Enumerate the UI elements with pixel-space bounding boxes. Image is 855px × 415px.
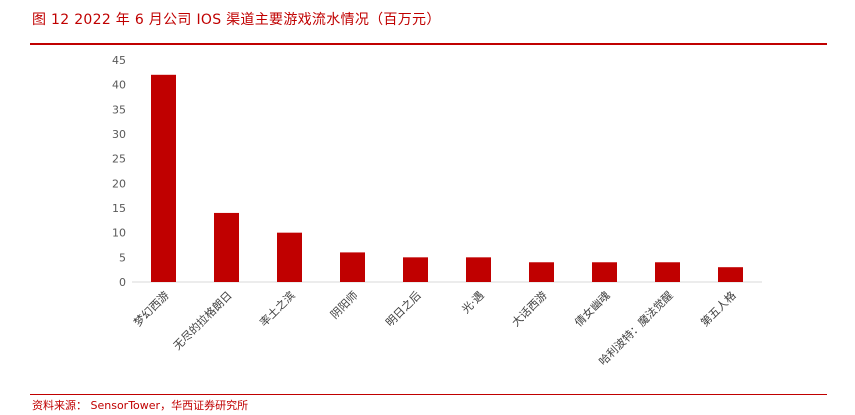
x-tick-label: 光·遇 xyxy=(459,288,487,316)
bars xyxy=(151,74,743,282)
x-tick-label: 阴阳师 xyxy=(328,289,361,322)
bar xyxy=(214,212,239,282)
y-tick-label: 30 xyxy=(112,128,126,141)
x-tick-label: 大话西游 xyxy=(509,288,550,329)
y-tick-label: 10 xyxy=(112,227,126,240)
y-tick-label: 35 xyxy=(112,103,126,116)
bar xyxy=(403,257,428,282)
x-tick-label: 第五人格 xyxy=(698,288,739,329)
footer-divider xyxy=(30,394,827,395)
bar xyxy=(340,252,365,282)
bar xyxy=(466,257,491,282)
x-tick-label: 率土之滨 xyxy=(257,288,298,329)
y-axis-ticks: 0 5 10 15 20 25 30 35 40 45 xyxy=(112,54,126,289)
bar xyxy=(655,262,680,282)
x-tick-label: 倩女幽魂 xyxy=(572,288,613,329)
bar xyxy=(277,232,302,282)
bar-chart: 0 5 10 15 20 25 30 35 40 45 梦幻西游 无尽的拉格朗日 率土之滨 阴阳师 明日之… xyxy=(112,54,762,368)
bar xyxy=(592,262,617,282)
y-tick-label: 0 xyxy=(119,276,126,289)
figure-title: 图 12 2022 年 6 月公司 IOS 渠道主要游戏流水情况（百万元） xyxy=(32,12,441,28)
y-tick-label: 45 xyxy=(112,54,126,67)
y-tick-label: 20 xyxy=(112,177,126,190)
bar xyxy=(718,267,743,282)
x-tick-label: 无尽的拉格朗日 xyxy=(170,288,234,352)
source-note: 资料来源： SensorTower，华西证券研究所 xyxy=(32,399,249,412)
x-axis-ticks: 梦幻西游 无尽的拉格朗日 率土之滨 阴阳师 明日之后 光·遇 大话西游 倩女幽魂哈利波特：魔法… xyxy=(131,288,738,368)
title-divider xyxy=(30,43,827,45)
y-tick-label: 25 xyxy=(112,153,126,166)
bar xyxy=(529,262,554,282)
x-tick-label: 梦幻西游 xyxy=(131,289,171,329)
x-tick-label: 明日之后 xyxy=(383,288,424,329)
y-tick-label: 15 xyxy=(112,202,126,215)
bar xyxy=(151,74,176,282)
y-tick-label: 5 xyxy=(119,251,126,264)
y-tick-label: 40 xyxy=(112,79,126,92)
